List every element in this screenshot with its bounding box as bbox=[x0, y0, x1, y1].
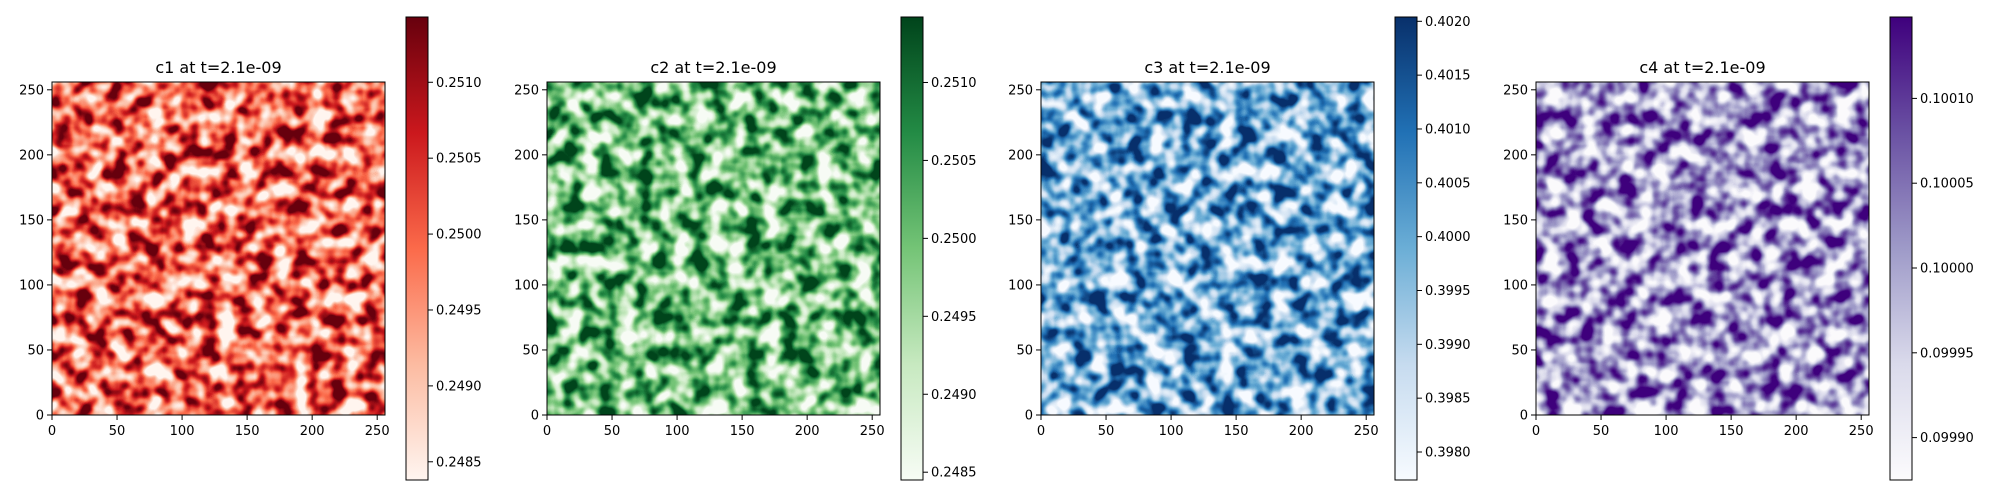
colorbar-tick-label: 0.2500 bbox=[931, 232, 977, 247]
x-tick-label: 150 bbox=[1224, 424, 1249, 439]
y-tick-label: 50 bbox=[27, 343, 44, 358]
colorbar bbox=[900, 16, 924, 481]
y-tick-label: 100 bbox=[1503, 278, 1528, 293]
x-tick-label: 200 bbox=[795, 424, 820, 439]
x-tick-label: 250 bbox=[1354, 424, 1379, 439]
colorbar-tick-label: 0.2505 bbox=[436, 152, 482, 167]
y-tick-label: 100 bbox=[19, 278, 44, 293]
axes-frame bbox=[1040, 81, 1375, 416]
axes-frame bbox=[1535, 81, 1870, 416]
colorbar-tick-label: 0.2510 bbox=[436, 76, 482, 91]
colorbar-tick-label: 0.3985 bbox=[1425, 392, 1471, 407]
x-tick-label: 0 bbox=[48, 424, 56, 439]
colorbar-tick-label: 0.2505 bbox=[931, 154, 977, 169]
colorbar-tick-label: 0.09990 bbox=[1920, 431, 1974, 446]
colorbar-tick-label: 0.3990 bbox=[1425, 338, 1471, 353]
colorbar-tick-label: 0.4005 bbox=[1425, 176, 1471, 191]
colorbar-tick-label: 0.3995 bbox=[1425, 284, 1471, 299]
panel-title: c4 at t=2.1e-09 bbox=[1639, 58, 1765, 77]
colorbar-tick-label: 0.2500 bbox=[436, 228, 482, 243]
colorbar-tick-label: 0.2495 bbox=[436, 303, 482, 318]
y-tick-label: 0 bbox=[531, 409, 539, 424]
x-tick-label: 100 bbox=[1159, 424, 1184, 439]
y-tick-label: 200 bbox=[19, 148, 44, 163]
colorbar-tick-label: 0.4000 bbox=[1425, 230, 1471, 245]
y-tick-label: 250 bbox=[1008, 83, 1033, 98]
x-tick-label: 0 bbox=[1532, 424, 1540, 439]
y-tick-label: 200 bbox=[514, 148, 539, 163]
heatmap-image-c4 bbox=[1536, 82, 1869, 415]
colorbar bbox=[1394, 16, 1418, 481]
colorbar-tick-label: 0.4015 bbox=[1425, 69, 1471, 84]
panel-c3: 0 50 100 150 200 250 0 50 100 150 200 250 c3 at t=2.… bbox=[1008, 15, 1471, 481]
colorbar-tick-label: 0.10000 bbox=[1920, 262, 1974, 277]
panel-title: c1 at t=2.1e-09 bbox=[155, 58, 281, 77]
x-tick-label: 150 bbox=[1719, 424, 1744, 439]
colorbar-tick-label: 0.2490 bbox=[436, 379, 482, 394]
y-tick-label: 150 bbox=[1503, 213, 1528, 228]
panel-c4: 0 50 100 150 200 250 0 50 100 150 200 250 c4 at t=2.… bbox=[1503, 16, 1974, 481]
x-tick-label: 100 bbox=[170, 424, 195, 439]
y-tick-label: 150 bbox=[1008, 213, 1033, 228]
x-tick-label: 50 bbox=[1593, 424, 1610, 439]
colorbar-tick-label: 0.10010 bbox=[1920, 92, 1974, 107]
colorbar bbox=[1889, 16, 1913, 481]
y-tick-label: 200 bbox=[1503, 148, 1528, 163]
y-tick-label: 200 bbox=[1008, 148, 1033, 163]
x-tick-label: 100 bbox=[665, 424, 690, 439]
y-tick-label: 0 bbox=[1520, 409, 1528, 424]
panel-c1: 0 50 100 150 200 250 0 50 100 150 200 250 c1 at t=2.… bbox=[19, 16, 482, 481]
x-tick-label: 200 bbox=[300, 424, 325, 439]
x-tick-label: 50 bbox=[1098, 424, 1115, 439]
y-tick-label: 50 bbox=[1511, 343, 1528, 358]
x-tick-label: 0 bbox=[543, 424, 551, 439]
y-tick-label: 0 bbox=[36, 409, 44, 424]
y-tick-label: 250 bbox=[1503, 83, 1528, 98]
x-tick-label: 100 bbox=[1654, 424, 1679, 439]
colorbar-tick-label: 0.2490 bbox=[931, 388, 977, 403]
panel-title: c2 at t=2.1e-09 bbox=[650, 58, 776, 77]
heatmap-image-c1 bbox=[52, 82, 385, 415]
y-tick-label: 250 bbox=[514, 83, 539, 98]
colorbar-tick-label: 0.09995 bbox=[1920, 346, 1974, 361]
y-tick-label: 0 bbox=[1025, 409, 1033, 424]
panel-title: c3 at t=2.1e-09 bbox=[1144, 58, 1270, 77]
heatmap-image-c3 bbox=[1041, 82, 1374, 415]
colorbar-tick-label: 0.2485 bbox=[436, 455, 482, 470]
y-tick-label: 250 bbox=[19, 83, 44, 98]
y-tick-label: 100 bbox=[514, 278, 539, 293]
y-tick-label: 50 bbox=[522, 343, 539, 358]
colorbar-tick-label: 0.4010 bbox=[1425, 122, 1471, 137]
y-tick-label: 50 bbox=[1016, 343, 1033, 358]
x-tick-label: 150 bbox=[730, 424, 755, 439]
heatmap-image-c2 bbox=[547, 82, 880, 415]
x-tick-label: 50 bbox=[604, 424, 621, 439]
y-tick-label: 150 bbox=[19, 213, 44, 228]
y-tick-label: 100 bbox=[1008, 278, 1033, 293]
colorbar-tick-label: 0.4020 bbox=[1425, 15, 1471, 30]
colorbar-tick-label: 0.10005 bbox=[1920, 177, 1974, 192]
x-tick-label: 0 bbox=[1037, 424, 1045, 439]
axes-frame bbox=[51, 81, 386, 416]
y-tick-label: 150 bbox=[514, 213, 539, 228]
x-tick-label: 200 bbox=[1784, 424, 1809, 439]
x-tick-label: 250 bbox=[365, 424, 390, 439]
panel-c2: 0 50 100 150 200 250 0 50 100 150 200 250 c2 at t=2.… bbox=[514, 16, 977, 481]
colorbar-tick-label: 0.2485 bbox=[931, 466, 977, 481]
colorbar bbox=[405, 16, 429, 481]
x-tick-label: 50 bbox=[109, 424, 126, 439]
x-tick-label: 250 bbox=[1849, 424, 1874, 439]
x-tick-label: 150 bbox=[235, 424, 260, 439]
x-tick-label: 200 bbox=[1289, 424, 1314, 439]
colorbar-tick-label: 0.2495 bbox=[931, 310, 977, 325]
colorbar-tick-label: 0.3980 bbox=[1425, 446, 1471, 461]
colorbar-tick-label: 0.2510 bbox=[931, 76, 977, 91]
axes-frame bbox=[546, 81, 881, 416]
x-tick-label: 250 bbox=[860, 424, 885, 439]
